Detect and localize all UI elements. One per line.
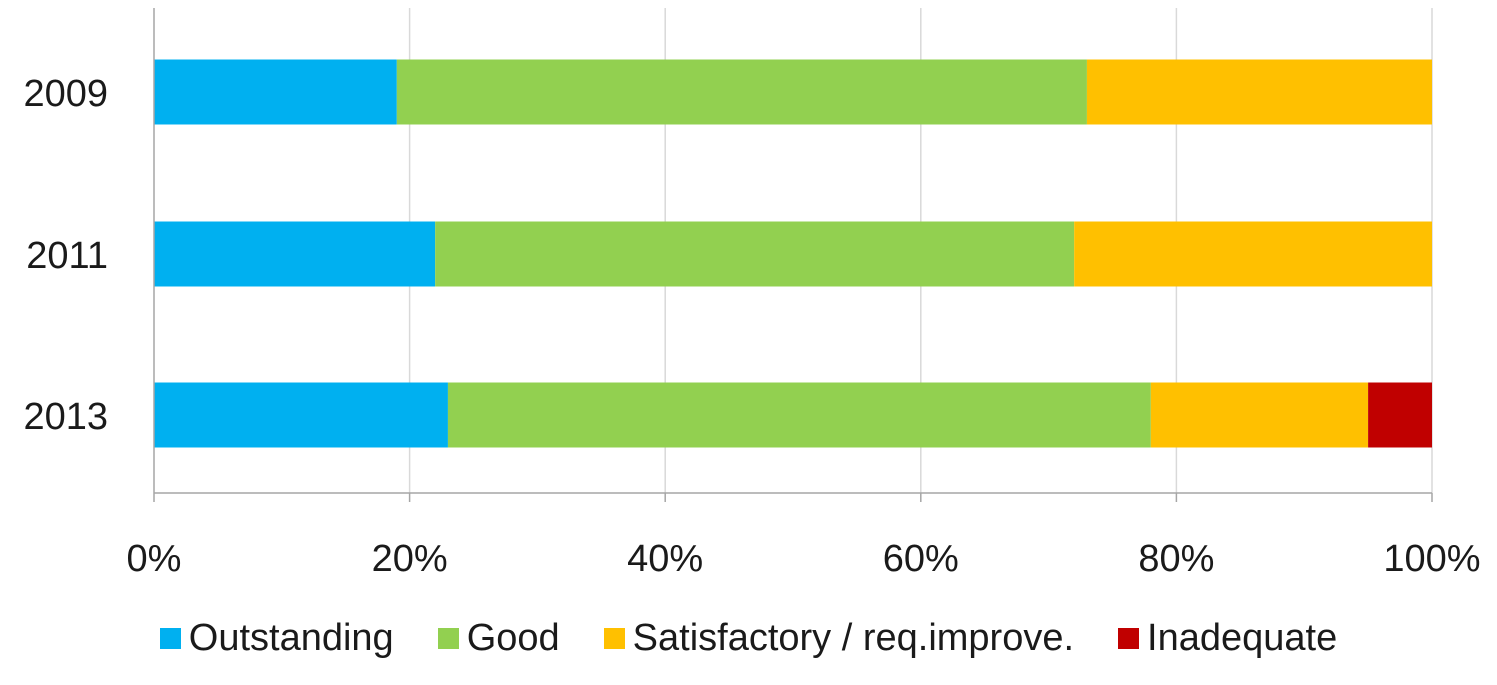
legend-label: Satisfactory / req.improve.	[632, 616, 1075, 659]
legend: Outstanding Good Satisfactory / req.improv…	[0, 608, 1497, 668]
bar-segment	[154, 59, 397, 125]
x-tick-label: 40%	[627, 538, 703, 580]
bar-segment	[1074, 221, 1432, 287]
bar-segment	[447, 382, 1151, 448]
bar-segment	[154, 221, 436, 287]
legend-item: Outstanding	[159, 616, 394, 660]
bar-segment	[154, 382, 448, 448]
x-tick-label: 20%	[372, 538, 448, 580]
y-axis: 2009 2011 2013	[23, 8, 155, 493]
y-tick-label: 2009	[23, 73, 108, 115]
x-tick-label: 60%	[883, 538, 959, 580]
bar-segment	[435, 221, 1075, 287]
bar-segment	[1368, 382, 1432, 448]
x-axis: 0% 20% 40% 60% 80% 100%	[127, 492, 1481, 580]
legend-swatch	[159, 627, 181, 649]
legend-swatch	[603, 627, 625, 649]
legend-item: Satisfactory / req.improve.	[603, 616, 1075, 660]
legend-label: Outstanding	[188, 616, 394, 659]
x-tick-label: 80%	[1138, 538, 1214, 580]
legend-item: Good	[437, 616, 560, 660]
bars	[154, 59, 1432, 448]
y-tick-label: 2011	[26, 235, 108, 277]
legend-label: Inadequate	[1147, 616, 1338, 659]
bar-segment	[1086, 59, 1432, 125]
bar-segment	[396, 59, 1087, 125]
legend-item: Inadequate	[1118, 617, 1337, 660]
x-tick-label: 0%	[127, 538, 182, 580]
bar-segment	[1150, 382, 1369, 448]
legend-swatch	[1118, 627, 1140, 649]
stacked-bar-chart: 2009 2011 2013 0% 20% 40% 60% 80% 100%	[23, 8, 1481, 580]
y-tick-label: 2013	[23, 396, 108, 438]
legend-swatch	[437, 627, 459, 649]
x-tick-label: 100%	[1383, 538, 1480, 580]
legend-label: Good	[466, 616, 560, 659]
